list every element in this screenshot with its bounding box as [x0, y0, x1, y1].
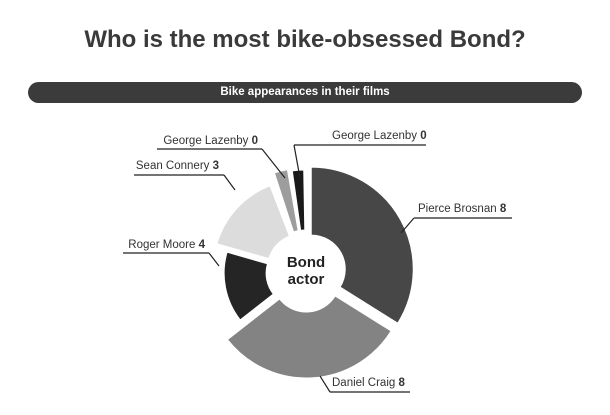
slice-label-name: Sean Connery: [136, 160, 213, 172]
slice-label-2: Roger Moore 4: [128, 239, 205, 251]
slice-label-value: 8: [398, 377, 405, 389]
leader-line-2: [208, 252, 220, 267]
slice-label-name: George Lazenby: [163, 135, 251, 147]
leader-line-1: [319, 375, 331, 393]
pie-slice-daniel-craig-1: [226, 295, 392, 379]
leader-line-5: [293, 144, 301, 179]
slice-label-value: 3: [213, 160, 219, 172]
pie-slice-george-lazenby-4: [273, 169, 299, 233]
pie-slice-george-lazenby-5: [291, 169, 306, 231]
slice-label-value: 0: [420, 130, 426, 142]
subtitle-text: Bike appearances in their films: [220, 86, 390, 98]
center-label-line-0: Bond: [287, 254, 325, 271]
slice-label-value: 8: [500, 203, 507, 215]
slice-label-0: Pierce Brosnan 8: [418, 203, 507, 215]
slice-label-name: Roger Moore: [128, 239, 198, 251]
chart-title: Who is the most bike-obsessed Bond?: [84, 26, 526, 53]
leader-line-3: [223, 174, 236, 191]
center-label-line-1: actor: [288, 271, 325, 288]
donut-hole: [276, 242, 336, 302]
slice-label-5: George Lazenby 0: [332, 130, 427, 142]
slice-label-name: George Lazenby: [332, 130, 420, 142]
slice-label-value: 0: [252, 135, 258, 147]
slice-label-name: Daniel Craig: [332, 377, 398, 389]
slice-label-3: Sean Connery 3: [136, 160, 219, 172]
slice-label-1: Daniel Craig 8: [332, 377, 405, 389]
slice-label-4: George Lazenby 0: [163, 135, 258, 147]
pie-slice-sean-connery-3: [216, 185, 291, 260]
pie-slice-roger-moore-2: [223, 251, 275, 321]
slice-label-name: Pierce Brosnan: [418, 203, 500, 215]
slice-label-value: 4: [199, 239, 206, 251]
subtitle-banner: Bike appearances in their films: [28, 82, 582, 103]
leader-line-4: [261, 148, 286, 179]
pie-slice-pierce-brosnan-0: [310, 166, 414, 324]
leader-line-0: [400, 217, 415, 234]
